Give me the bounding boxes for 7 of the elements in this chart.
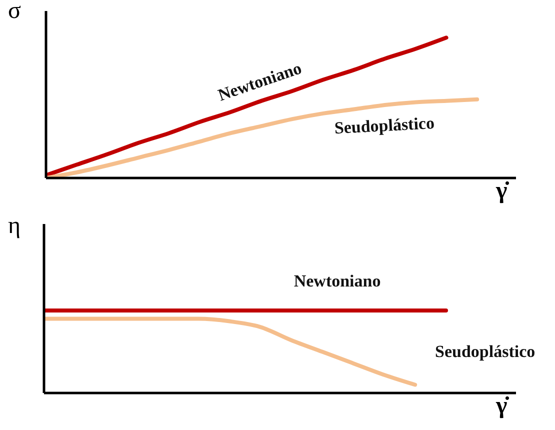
series-label: Newtoniano (294, 272, 381, 291)
series-label: Seudoplástico (334, 113, 435, 138)
x-axis-title: γ̇ (496, 178, 508, 205)
x-axis-title: γ̇ (496, 393, 508, 420)
series-label: Seudoplástico (435, 342, 536, 361)
y-axis-title: η (8, 213, 21, 240)
y-axis-title: σ (8, 0, 21, 25)
